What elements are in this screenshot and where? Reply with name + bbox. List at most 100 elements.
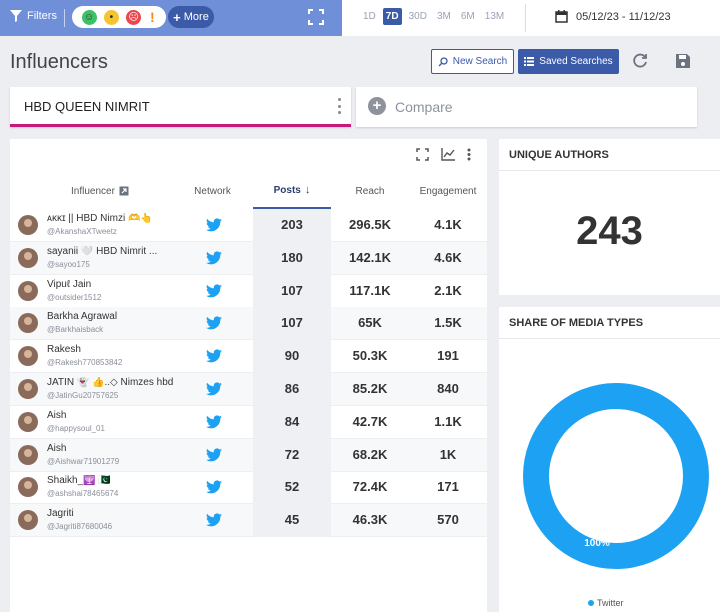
- divider: [64, 9, 65, 27]
- chart-legend[interactable]: Twitter: [588, 598, 624, 608]
- avatar[interactable]: [18, 313, 38, 334]
- media-types-title: SHARE OF MEDIA TYPES: [509, 317, 644, 329]
- plus-icon: +: [173, 9, 181, 25]
- saved-searches-label: Saved Searches: [539, 56, 613, 67]
- donut-slice-twitter[interactable]: [523, 383, 709, 569]
- col-network[interactable]: Network: [194, 185, 231, 197]
- avatar[interactable]: [18, 215, 38, 235]
- influencer-name[interactable]: Barkha Agrawal: [47, 311, 118, 323]
- refresh-icon[interactable]: [631, 52, 649, 70]
- twitter-icon: [206, 480, 222, 494]
- range-7d[interactable]: 7D: [382, 8, 402, 25]
- influencer-handle: @happysoul_01: [47, 423, 105, 433]
- table-row[interactable]: JATIN 👻 👍..◇ Nimzes hbd @JatinGu20757625 8…: [10, 373, 487, 406]
- saved-searches-button[interactable]: Saved Searches: [518, 49, 619, 74]
- engagement-value: 1.5K: [434, 315, 462, 331]
- new-search-button[interactable]: New Search: [431, 49, 514, 74]
- avatar[interactable]: [18, 280, 38, 301]
- negative-sentiment-icon[interactable]: ☹: [126, 9, 142, 25]
- query-tab[interactable]: HBD QUEEN NIMRIT: [10, 87, 351, 127]
- influencer-name[interactable]: Jagriti: [47, 508, 74, 520]
- col-influencer[interactable]: Influencer: [20, 173, 180, 209]
- influencer-name[interactable]: ᴀᴋᴋɪ || HBD Nimzi 🫶👆: [47, 213, 153, 224]
- twitter-icon: [206, 448, 222, 461]
- more-label: More: [183, 11, 209, 23]
- search-icon: [438, 56, 448, 66]
- influencer-name[interactable]: Rakesh: [47, 344, 81, 356]
- reach-value: 50.3K: [352, 348, 388, 364]
- unique-authors-title: UNIQUE AUTHORS: [509, 149, 609, 161]
- top-toolbar: Filters ☺ • ☹ ! + More 1D 7D 30D 3M 6M 1…: [0, 0, 720, 36]
- date-picker[interactable]: 05/12/23 - 11/12/23: [555, 10, 671, 23]
- reach-value: 65K: [358, 315, 382, 331]
- twitter-icon: [206, 251, 222, 265]
- col-engagement[interactable]: Engagement: [419, 185, 477, 197]
- neutral-sentiment-icon[interactable]: •: [103, 9, 119, 25]
- posts-value: 84: [284, 413, 300, 429]
- posts-value: 180: [281, 249, 303, 265]
- table-header: Influencer Network Posts ↓ Reach Engagem…: [0, 173, 477, 209]
- twitter-icon: [206, 415, 222, 429]
- alert-icon[interactable]: !: [150, 9, 155, 25]
- table-row[interactable]: sayanii 🤍 HBD Nimrit ... @sayoo175 180 142.…: [10, 241, 487, 275]
- col-posts[interactable]: Posts ↓: [253, 173, 331, 209]
- posts-column-bg: [253, 241, 331, 275]
- save-icon[interactable]: [674, 52, 692, 70]
- filter-icon: [10, 10, 22, 22]
- more-options-icon[interactable]: [337, 98, 341, 114]
- more-filters-button[interactable]: + More: [168, 6, 214, 28]
- filter-bar: Filters ☺ • ☹ ! + More: [0, 0, 342, 36]
- engagement-value: 171: [437, 479, 459, 495]
- range-3m[interactable]: 3M: [436, 11, 451, 22]
- avatar[interactable]: [18, 346, 38, 367]
- table-row[interactable]: Aish @Aishwar71901279 72 68.2K 1K: [10, 438, 487, 472]
- influencer-name[interactable]: JATIN 👻 👍..◇ Nimzes hbd: [47, 377, 174, 388]
- export-icon[interactable]: [119, 186, 129, 196]
- posts-value: 203: [281, 217, 303, 232]
- table-row[interactable]: Jagriti @Jagriti87680046 45 46.3K 570: [10, 504, 487, 538]
- table-row[interactable]: Rakesh @Rakesh770853842 90 50.3K 191: [10, 340, 487, 374]
- more-options-icon[interactable]: [467, 148, 471, 161]
- filters-button[interactable]: Filters: [10, 10, 57, 22]
- posts-value: 45: [284, 512, 300, 528]
- influencer-name[interactable]: Shaikh_🕎 🇵🇰: [47, 475, 111, 487]
- add-circle-icon: +: [368, 97, 386, 115]
- posts-value: 90: [284, 348, 300, 364]
- expand-icon[interactable]: [308, 9, 324, 25]
- range-30d[interactable]: 30D: [408, 11, 427, 22]
- influencer-name[interactable]: Vipuℓ Jain: [47, 278, 92, 290]
- range-13m[interactable]: 13M: [484, 11, 505, 22]
- table-row[interactable]: Aish @happysoul_01 84 42.7K 1.1K: [10, 405, 487, 439]
- reach-value: 42.7K: [352, 413, 388, 429]
- posts-value: 86: [284, 381, 300, 396]
- avatar[interactable]: [18, 510, 38, 531]
- media-types-card: SHARE OF MEDIA TYPES 100% Twitter: [499, 307, 720, 612]
- influencer-name[interactable]: sayanii 🤍 HBD Nimrit ...: [47, 245, 158, 257]
- donut-slice-label: 100%: [584, 538, 610, 549]
- avatar[interactable]: [18, 379, 38, 399]
- positive-sentiment-icon[interactable]: ☺: [81, 9, 97, 25]
- compare-button[interactable]: + Compare: [356, 87, 697, 127]
- table-row[interactable]: Barkha Agrawal @Barkhaisback 107 65K 1.5K: [10, 307, 487, 341]
- range-6m[interactable]: 6M: [460, 11, 475, 22]
- sentiment-filter[interactable]: ☺ • ☹ !: [72, 6, 166, 28]
- reach-value: 68.2K: [352, 446, 388, 462]
- table-row[interactable]: Vipuℓ Jain @outsider1512 107 117.1K 2.1K: [10, 274, 487, 308]
- line-chart-icon[interactable]: [441, 148, 455, 161]
- table-row[interactable]: Shaikh_🕎 🇵🇰 @ashshai78465674 52 72.4K 171: [10, 471, 487, 505]
- posts-column-bg: [253, 340, 331, 374]
- avatar[interactable]: [18, 411, 38, 432]
- posts-value: 107: [281, 315, 303, 331]
- twitter-icon: [206, 349, 222, 363]
- avatar[interactable]: [18, 247, 38, 268]
- reach-value: 72.4K: [352, 479, 388, 495]
- avatar[interactable]: [18, 444, 38, 465]
- table-row[interactable]: ᴀᴋᴋɪ || HBD Nimzi 🫶👆 @AkanshaXTweetz 203 29…: [10, 209, 487, 242]
- avatar[interactable]: [18, 477, 38, 498]
- influencer-name[interactable]: Aish: [47, 409, 67, 421]
- engagement-value: 840: [437, 381, 459, 396]
- range-1d[interactable]: 1D: [363, 11, 376, 22]
- fullscreen-icon[interactable]: [416, 148, 429, 161]
- influencer-name[interactable]: Aish: [47, 442, 67, 454]
- col-reach[interactable]: Reach: [355, 185, 385, 197]
